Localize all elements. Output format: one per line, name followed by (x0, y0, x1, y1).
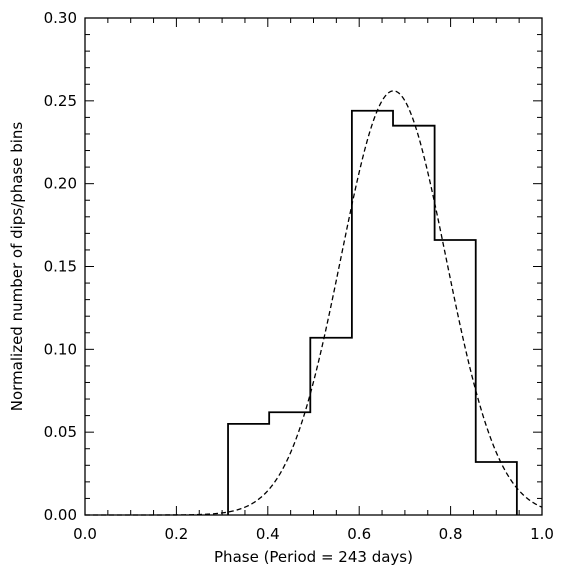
y-axis-label: Normalized number of dips/phase bins (8, 122, 26, 412)
x-axis-label: Phase (Period = 243 days) (214, 548, 413, 566)
y-tick-label: 0.15 (44, 258, 77, 276)
x-tick-label: 0.2 (164, 525, 188, 543)
x-tick-label: 0.6 (347, 525, 371, 543)
x-tick-label: 0.4 (256, 525, 280, 543)
y-tick-label: 0.05 (44, 423, 77, 441)
axis-ticks (84, 17, 543, 516)
y-tick-label: 0.10 (44, 340, 77, 358)
y-tick-label: 0.20 (44, 175, 77, 193)
y-tick-label: 0.00 (44, 506, 77, 524)
tick-labels: 0.0 0.2 0.4 0.6 0.8 1.0 0.00 0.05 0.10 0.15 0.20 0.… (44, 9, 554, 543)
x-tick-label: 0.8 (439, 525, 463, 543)
histogram-step-series (227, 109, 518, 515)
plot-frame (84, 17, 543, 516)
x-tick-label: 1.0 (530, 525, 554, 543)
x-tick-label: 0.0 (73, 525, 97, 543)
y-tick-label: 0.30 (44, 9, 77, 27)
gaussian-fit-curve (85, 90, 543, 516)
y-tick-label: 0.25 (44, 92, 77, 110)
